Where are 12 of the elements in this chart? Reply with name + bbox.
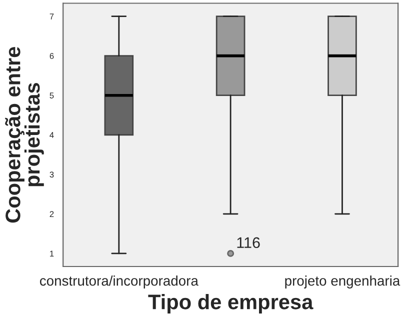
- y-tick-label: 2: [50, 211, 54, 217]
- y-tick-label: 1: [50, 250, 54, 256]
- x-tick-label: projeto engenharia: [285, 276, 400, 288]
- y-tick-label: 5: [50, 92, 54, 98]
- x-tick-label: construtora/incorporadora: [40, 276, 198, 288]
- y-tick-label: 3: [50, 172, 54, 178]
- y-tick-label: 4: [50, 132, 54, 138]
- annotation: 116: [237, 237, 260, 248]
- x-axis-title: Tipo de empresa: [148, 294, 314, 314]
- y-tick-label: 6: [50, 53, 54, 59]
- y-axis-title: Cooperação entre projetistas: [5, 47, 44, 223]
- y-tick-label: 7: [50, 14, 54, 20]
